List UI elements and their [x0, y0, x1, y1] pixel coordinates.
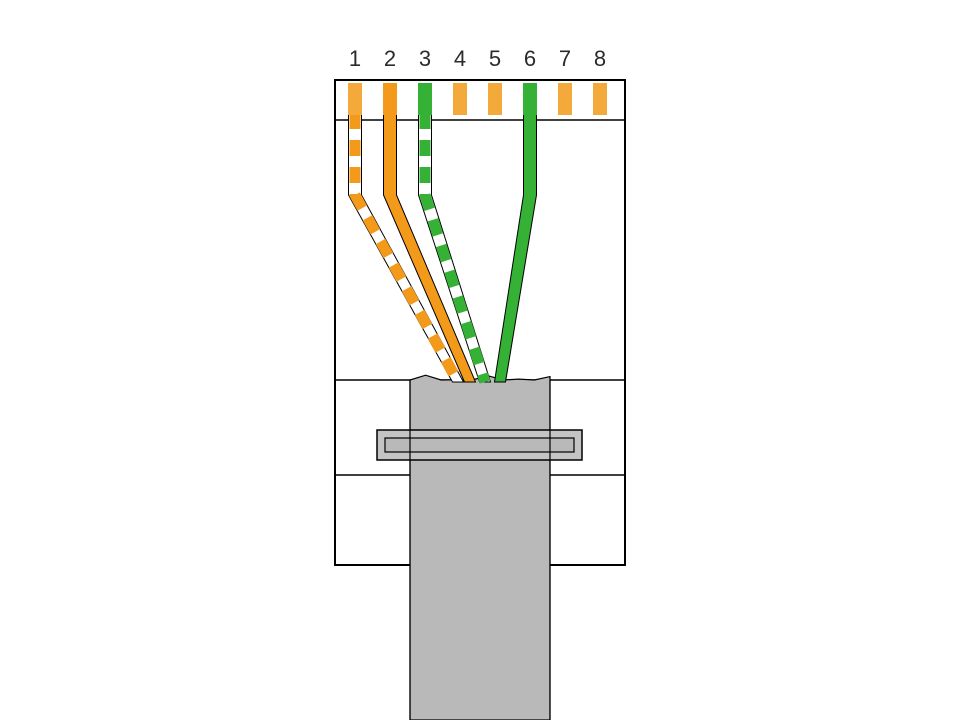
pin-8 [593, 83, 607, 115]
pin-label-8: 8 [594, 46, 606, 71]
pin-label-4: 4 [454, 46, 466, 71]
latch-inner [385, 438, 574, 452]
pin-1 [348, 83, 362, 115]
pin-4 [453, 83, 467, 115]
cable-sheath [410, 375, 550, 720]
pin-label-1: 1 [349, 46, 361, 71]
pin-label-3: 3 [419, 46, 431, 71]
rj45-wiring-diagram: 12345678 [0, 0, 960, 720]
pin-2 [383, 83, 397, 115]
pin-5 [488, 83, 502, 115]
pin-label-5: 5 [489, 46, 501, 71]
pin-6 [523, 83, 537, 115]
pin-label-6: 6 [524, 46, 536, 71]
pin-3 [418, 83, 432, 115]
pin-7 [558, 83, 572, 115]
pin-label-2: 2 [384, 46, 396, 71]
pin-label-7: 7 [559, 46, 571, 71]
